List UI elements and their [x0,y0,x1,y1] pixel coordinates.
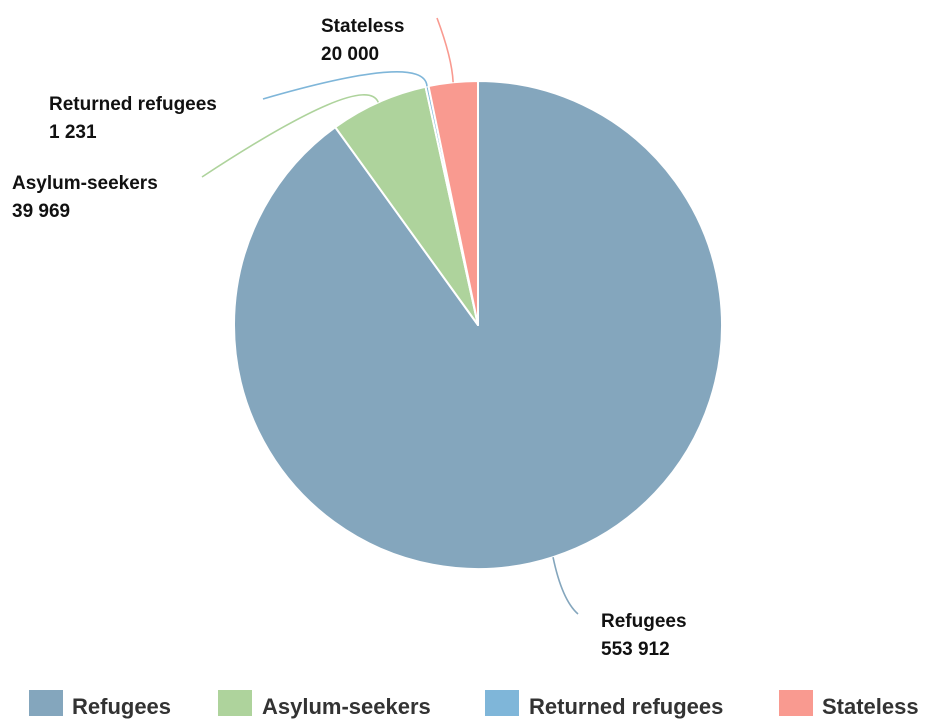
data-label-refugees: Refugees 553 912 [601,611,687,660]
data-label-asylum-seekers: Asylum-seekers 39 969 [12,173,158,222]
legend: Refugees Asylum-seekers Returned refugee… [29,690,919,719]
data-label-name: Returned refugees [49,94,217,115]
legend-item-refugees[interactable]: Refugees [29,690,171,719]
legend-label: Returned refugees [529,694,723,719]
data-label-value: 1 231 [49,122,97,143]
data-label-value: 20 000 [321,44,379,65]
pie-slices [232,80,723,570]
legend-item-asylum-seekers[interactable]: Asylum-seekers [218,690,431,719]
data-label-name: Stateless [321,16,404,37]
legend-label: Stateless [822,694,919,719]
leader-line-refugees [552,557,579,615]
data-label-value: 553 912 [601,639,670,660]
legend-label: Refugees [72,694,171,719]
data-label-stateless: Stateless 20 000 [321,16,404,65]
leader-lines [201,17,579,615]
pie-slice-refugees[interactable] [232,80,723,570]
data-label-value: 39 969 [12,201,70,222]
data-label-name: Asylum-seekers [12,173,158,194]
leader-line-returned-refugees [262,71,428,100]
legend-item-stateless[interactable]: Stateless [779,690,919,719]
data-label-name: Refugees [601,611,687,632]
legend-swatch [218,690,252,716]
legend-item-returned-refugees[interactable]: Returned refugees [485,690,723,719]
legend-swatch [485,690,519,716]
leader-line-asylum-seekers [201,94,380,178]
legend-swatch [779,690,813,716]
leader-line-stateless [436,17,454,83]
legend-label: Asylum-seekers [262,694,431,719]
data-label-returned-refugees: Returned refugees 1 231 [49,94,217,143]
legend-swatch [29,690,63,716]
